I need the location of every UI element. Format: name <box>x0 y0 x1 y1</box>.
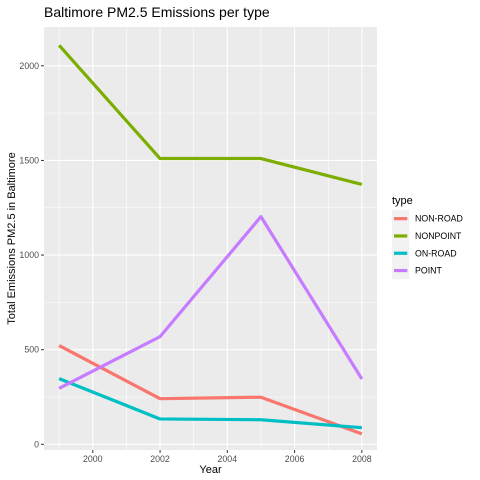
legend: type NON-ROAD NONPOINT ON-ROAD POINT <box>392 195 463 280</box>
legend-label: NONPOINT <box>415 231 462 241</box>
series-lines <box>57 44 364 436</box>
y-axis-title: Total Emissions PM2.5 in Baltimore <box>6 152 18 324</box>
legend-label: POINT <box>415 266 443 276</box>
chart-title: Baltimore PM2.5 Emissions per type <box>44 4 270 20</box>
series-line-on-road <box>58 377 362 430</box>
plot-panel <box>44 27 377 450</box>
series-line-non-road <box>58 344 363 436</box>
x-tick-label: 2006 <box>285 454 305 464</box>
y-tick-label: 1500 <box>19 155 39 165</box>
legend-label: ON-ROAD <box>415 248 457 258</box>
major-gridlines <box>44 27 377 450</box>
legend-items: NON-ROAD NONPOINT ON-ROAD POINT <box>392 210 463 280</box>
y-axis: 0 500 1000 1500 2000 <box>19 61 44 449</box>
legend-title: type <box>392 195 413 207</box>
y-tick-label: 2000 <box>19 61 39 71</box>
y-tick-label: 0 <box>34 439 39 449</box>
x-tick-label: 2000 <box>83 454 103 464</box>
y-tick-label: 1000 <box>19 250 39 260</box>
x-tick-label: 2002 <box>150 454 170 464</box>
series-line-point <box>58 215 364 390</box>
legend-label: NON-ROAD <box>415 214 463 224</box>
y-tick-label: 500 <box>24 345 39 355</box>
x-axis: 2000 2002 2004 2006 2008 <box>83 450 372 464</box>
x-tick-label: 2004 <box>218 454 238 464</box>
series-line-nonpoint <box>57 44 363 187</box>
x-axis-title: Year <box>199 464 222 476</box>
x-tick-label: 2008 <box>352 454 372 464</box>
